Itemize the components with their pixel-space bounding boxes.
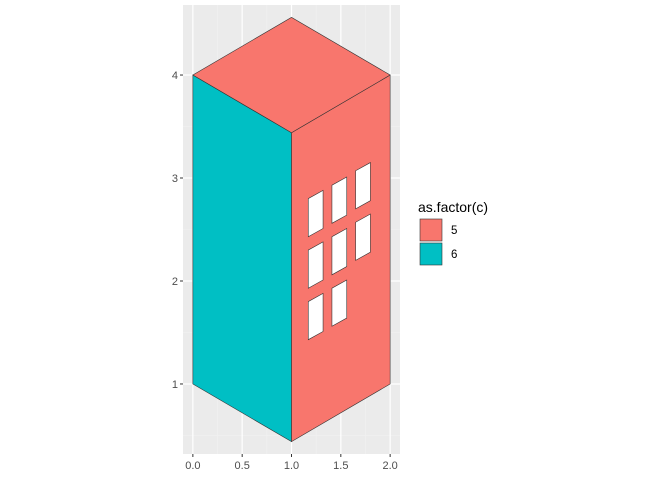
y-axis: 1 2 3 4 xyxy=(172,70,183,391)
window-polygon xyxy=(307,292,324,341)
x-tick-label: 1.5 xyxy=(333,460,348,472)
polygon-group-5 xyxy=(192,17,391,134)
legend-label-6: 6 xyxy=(451,249,457,261)
y-tick-label: 4 xyxy=(172,70,178,82)
legend-label-5: 5 xyxy=(451,225,457,237)
x-tick-label: 0.0 xyxy=(185,460,200,472)
window-polygon xyxy=(307,241,324,289)
x-tick-label: 2.0 xyxy=(382,460,397,472)
legend-key-5 xyxy=(419,218,443,242)
x-tick-label: 0.5 xyxy=(235,460,250,472)
window-polygon xyxy=(331,176,348,224)
window-polygon xyxy=(355,162,371,210)
x-tick-label: 1.0 xyxy=(284,460,299,472)
y-tick-label: 2 xyxy=(172,276,178,288)
y-tick-label: 3 xyxy=(172,173,178,185)
window-polygon xyxy=(331,279,348,327)
legend-title: as.factor(c) xyxy=(418,199,488,215)
x-axis: 0.0 0.5 1.0 1.5 2.0 xyxy=(185,454,398,472)
window-polygon xyxy=(331,227,348,276)
polygon-group-6 xyxy=(192,74,292,443)
building-polygons xyxy=(192,17,391,443)
window-polygon xyxy=(307,189,324,238)
legend-key-6 xyxy=(419,242,443,266)
window-polygon xyxy=(355,213,371,261)
legend: as.factor(c) 5 6 xyxy=(418,199,488,266)
y-tick-label: 1 xyxy=(172,379,178,391)
